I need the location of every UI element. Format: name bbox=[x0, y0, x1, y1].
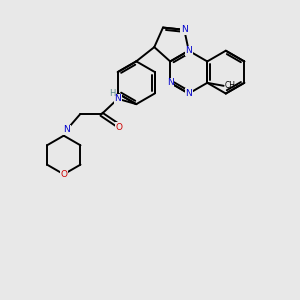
Text: O: O bbox=[60, 170, 67, 179]
Text: N: N bbox=[185, 46, 192, 55]
Text: N: N bbox=[167, 78, 174, 87]
Text: N: N bbox=[115, 94, 121, 103]
Text: N: N bbox=[181, 25, 188, 34]
Text: N: N bbox=[185, 89, 192, 98]
Text: H: H bbox=[110, 89, 116, 98]
Text: N: N bbox=[63, 125, 70, 134]
Text: CH₃: CH₃ bbox=[224, 81, 238, 90]
Text: O: O bbox=[116, 122, 123, 131]
